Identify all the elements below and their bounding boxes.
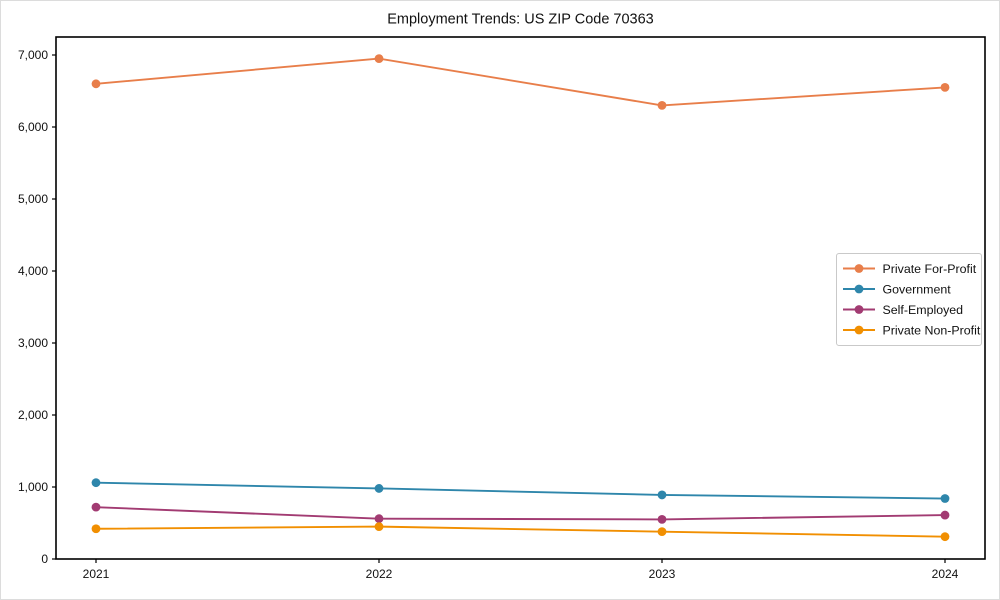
legend-marker-self-employed — [854, 305, 864, 314]
legend-entry-private-for-profit: Private For-Profit — [843, 262, 977, 276]
plot-area: 0 1,000 2,000 3,000 4,000 5,000 6,000 7,000 2021… — [18, 36, 986, 581]
series-private-non-profit — [91, 522, 950, 542]
data-point-private-non-profit-2024 — [940, 532, 950, 542]
data-point-government-2023 — [657, 490, 667, 500]
x-tick-label: 2022 — [366, 567, 393, 581]
legend: Private For-Profit Government Self-Employe… — [836, 253, 982, 346]
data-point-private-non-profit-2021 — [91, 524, 101, 534]
data-point-government-2024 — [940, 494, 950, 503]
plot-border — [55, 36, 986, 560]
legend-entry-government: Government — [843, 282, 951, 296]
legend-label-private-non-profit: Private Non-Profit — [883, 323, 981, 337]
legend-marker-government — [854, 284, 864, 294]
y-tick-label: 6,000 — [18, 120, 48, 134]
data-point-government-2021 — [91, 478, 101, 488]
y-tick-label: 4,000 — [18, 264, 48, 278]
data-point-self-employed-2021 — [91, 502, 101, 512]
data-point-government-2022 — [374, 484, 384, 493]
data-point-private-for-profit-2024 — [940, 83, 950, 92]
legend-entry-self-employed: Self-Employed — [843, 303, 963, 317]
series-group — [91, 54, 950, 542]
legend-label-self-employed: Self-Employed — [883, 303, 964, 317]
y-tick-label: 3,000 — [18, 336, 48, 350]
data-point-self-employed-2023 — [657, 515, 667, 524]
data-point-self-employed-2022 — [374, 514, 384, 524]
data-point-private-non-profit-2023 — [657, 527, 667, 537]
legend-marker-private-for-profit — [854, 264, 864, 273]
x-tick-label: 2023 — [649, 567, 676, 581]
series-government — [91, 478, 950, 503]
data-point-private-for-profit-2022 — [374, 54, 384, 63]
legend-marker-private-non-profit — [854, 325, 864, 335]
data-point-private-for-profit-2021 — [91, 79, 101, 89]
x-tick-label: 2024 — [932, 567, 959, 581]
x-tick-label: 2021 — [83, 567, 110, 581]
series-line-government — [95, 481, 946, 500]
y-tick-label: 5,000 — [18, 192, 48, 206]
series-private-for-profit — [91, 54, 950, 110]
y-tick-label: 7,000 — [18, 48, 48, 62]
series-line-self-employed — [95, 506, 946, 521]
chart-title: Employment Trends: US ZIP Code 70363 — [387, 12, 654, 28]
legend-box — [836, 253, 982, 346]
legend-label-government: Government — [883, 282, 952, 296]
legend-label-private-for-profit: Private For-Profit — [883, 262, 977, 276]
y-tick-label: 1,000 — [18, 480, 48, 494]
y-tick-label: 0 — [41, 552, 48, 566]
series-self-employed — [91, 502, 950, 524]
series-line-private-for-profit — [95, 57, 946, 107]
series-line-private-non-profit — [95, 525, 946, 538]
data-point-private-non-profit-2022 — [374, 522, 384, 531]
data-point-private-for-profit-2023 — [657, 101, 667, 110]
data-point-self-employed-2024 — [940, 510, 950, 520]
legend-entry-private-non-profit: Private Non-Profit — [843, 323, 981, 337]
y-tick-label: 2,000 — [18, 408, 48, 422]
